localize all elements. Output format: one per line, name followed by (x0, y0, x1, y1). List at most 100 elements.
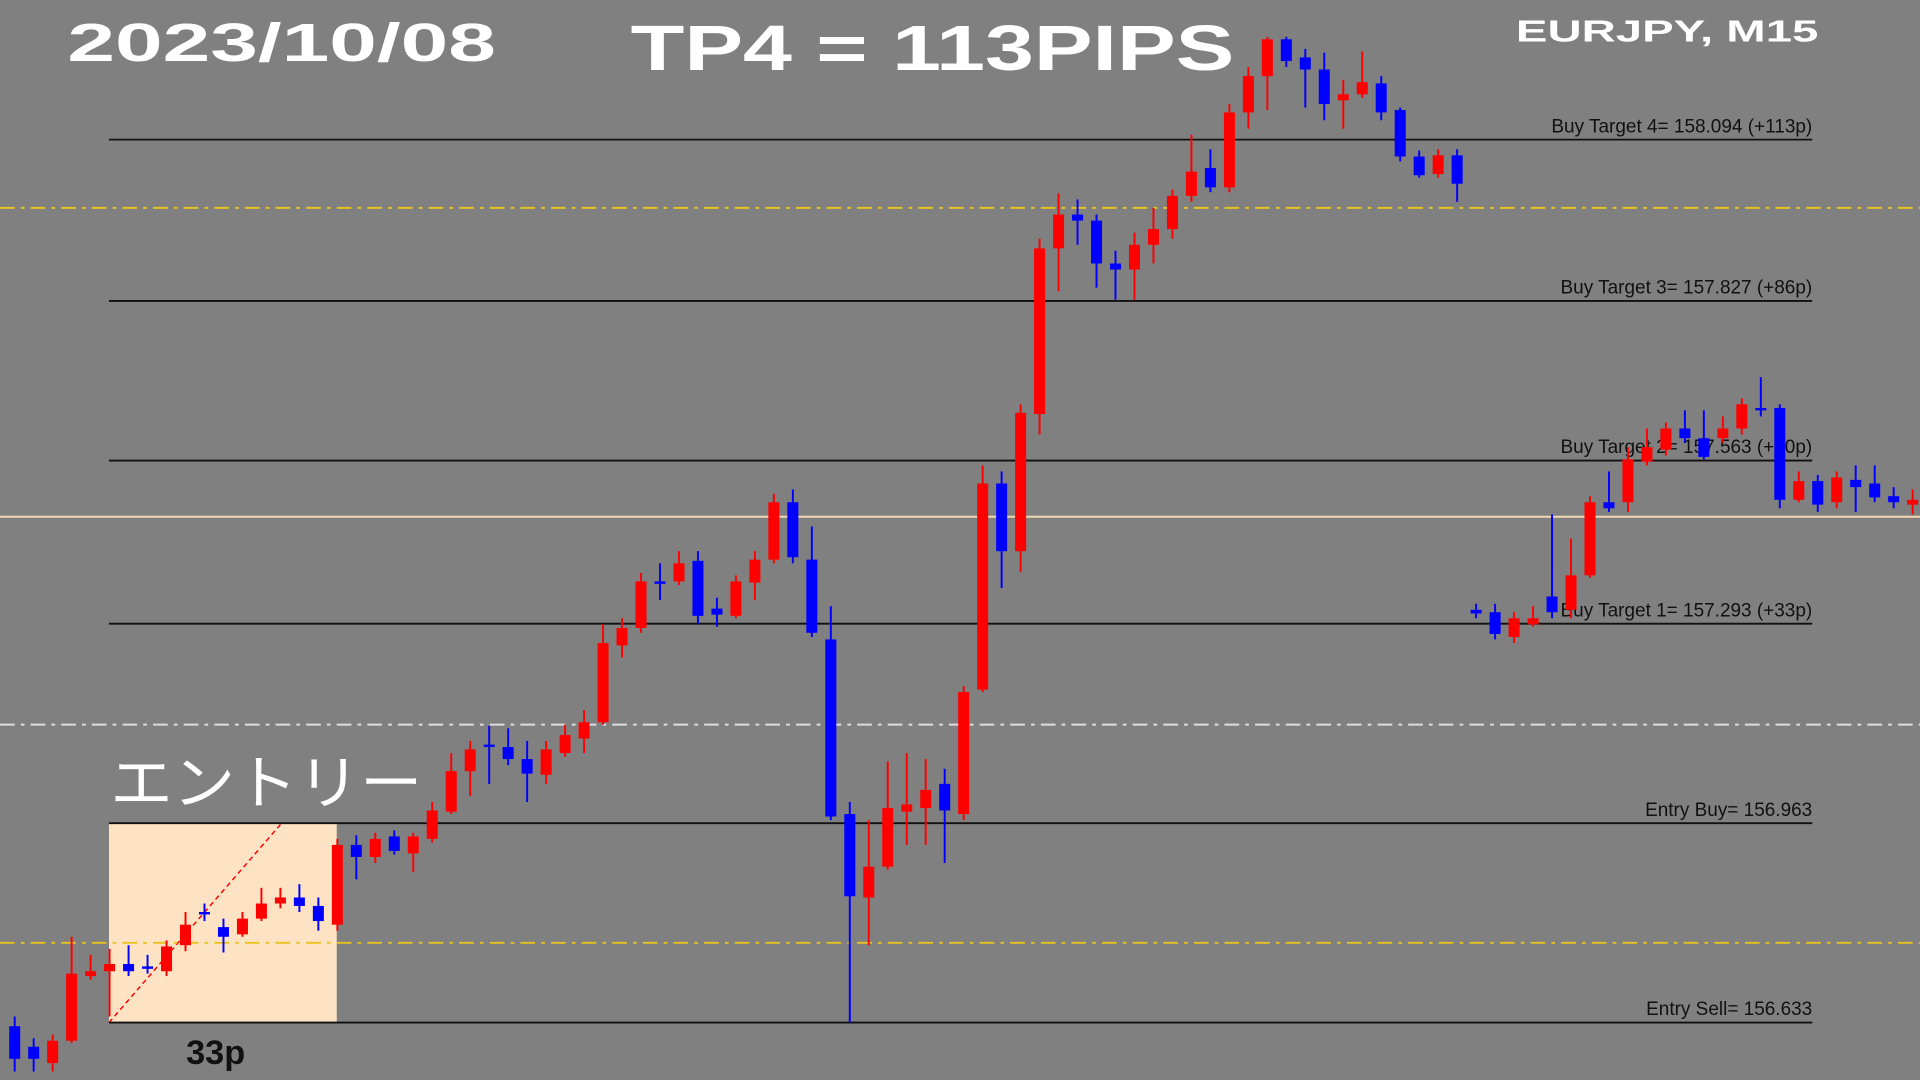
candle-body (142, 966, 154, 969)
candle-body (1185, 171, 1197, 196)
candle-body (1280, 39, 1292, 62)
candle-body (730, 581, 742, 616)
candle-body (597, 643, 609, 723)
candle-body (635, 581, 647, 628)
candle-body (787, 502, 799, 558)
candle-body (1072, 214, 1084, 221)
candle-body (28, 1046, 40, 1059)
candle-body (1603, 502, 1615, 509)
level-label: Buy Target 1= 157.293 (+33p) (1561, 600, 1813, 621)
range-label: 33p (186, 1034, 245, 1072)
candle-body (293, 897, 305, 906)
candle-body (47, 1040, 59, 1064)
candle-body (9, 1026, 21, 1059)
candle-body (1527, 618, 1539, 625)
candle-body (1660, 428, 1672, 450)
candle-body (66, 973, 78, 1041)
candle-body (1261, 39, 1273, 77)
candle-body (1736, 404, 1748, 429)
candle-body (407, 836, 419, 854)
entry-diagonal (108, 822, 283, 1024)
candle-body (540, 749, 552, 775)
candle-body (1869, 483, 1881, 498)
candle-body (901, 804, 913, 812)
candle-body (958, 691, 970, 815)
candle-body (198, 911, 210, 915)
price-lines: Buy Target 4= 158.094 (+113p) Buy Target … (0, 116, 1920, 1024)
candle-body (331, 844, 343, 925)
candle-body (654, 581, 666, 584)
candle-body (1394, 109, 1406, 157)
candle-body (996, 483, 1008, 552)
symbol: EURJPY, M15 (1516, 15, 1818, 49)
candle-body (1110, 263, 1122, 270)
candle-body (85, 971, 97, 977)
level-label: Buy Target 4= 158.094 (+113p) (1551, 116, 1812, 137)
candle-body (255, 903, 267, 919)
candle-body (559, 734, 571, 754)
candle-body (1015, 412, 1027, 552)
candle-body (1679, 428, 1691, 439)
overlay-text: 2023/10/08 TP4 = 113PIPS EURJPY, M15 エント… (67, 13, 1818, 1072)
candle-body (882, 808, 894, 867)
candle-body (920, 789, 932, 809)
candle-body (1034, 248, 1046, 414)
candle-body (483, 744, 495, 748)
candle-body (1565, 575, 1577, 610)
candle-body (1451, 155, 1463, 184)
candle-body (1641, 447, 1653, 462)
candle-body (1755, 407, 1767, 411)
candle-body (1508, 618, 1520, 638)
candle-body (521, 759, 533, 774)
candle-body (104, 963, 116, 972)
candle-body (749, 559, 761, 583)
candle-body (1166, 195, 1178, 230)
candle-body (1375, 83, 1387, 113)
candle-body (768, 502, 780, 560)
candle-body (1793, 481, 1805, 500)
candle-body (1413, 156, 1425, 176)
candle-body (236, 918, 248, 935)
candle-body (1356, 82, 1368, 95)
candle-body (1091, 220, 1103, 264)
candle-body (1774, 407, 1786, 500)
level-label: Buy Target 2= 157.563 (+60p) (1561, 437, 1813, 458)
candle-body (1204, 168, 1216, 188)
level-label: Entry Sell= 156.633 (1646, 999, 1812, 1020)
date-title: 2023/10/08 (67, 13, 496, 73)
candle-body (1299, 57, 1311, 70)
candle-body (1622, 459, 1634, 503)
candle-body (312, 905, 324, 922)
candle-body (1128, 244, 1140, 270)
candle-body (1717, 428, 1729, 439)
candle-body (464, 749, 476, 772)
candle-body (426, 810, 438, 839)
candle-body (123, 963, 135, 972)
candle-body (616, 627, 628, 646)
candle-body (1888, 496, 1900, 503)
candle-body (1337, 94, 1349, 101)
candle-body (844, 814, 856, 897)
candle-body (161, 946, 173, 972)
headline: TP4 = 113PIPS (631, 13, 1235, 84)
candle-body (1812, 481, 1824, 505)
candle-body (863, 866, 875, 898)
candle-body (1907, 499, 1919, 505)
candle-body (692, 560, 704, 616)
candle-body (217, 927, 229, 937)
candle-body (180, 924, 192, 946)
candle-body (1223, 112, 1235, 188)
candle-body (1470, 609, 1482, 614)
level-label: Buy Target 3= 157.827 (+86p) (1561, 278, 1813, 299)
candle-body (1831, 477, 1843, 503)
candle-body (1584, 502, 1596, 576)
candle-body (1147, 229, 1159, 245)
candle-body (578, 722, 590, 739)
candle-body (806, 559, 818, 633)
entry-label: エントリー (110, 751, 422, 816)
candle-body (1242, 76, 1254, 113)
candle-body (1546, 596, 1558, 613)
candle-body (369, 838, 381, 857)
